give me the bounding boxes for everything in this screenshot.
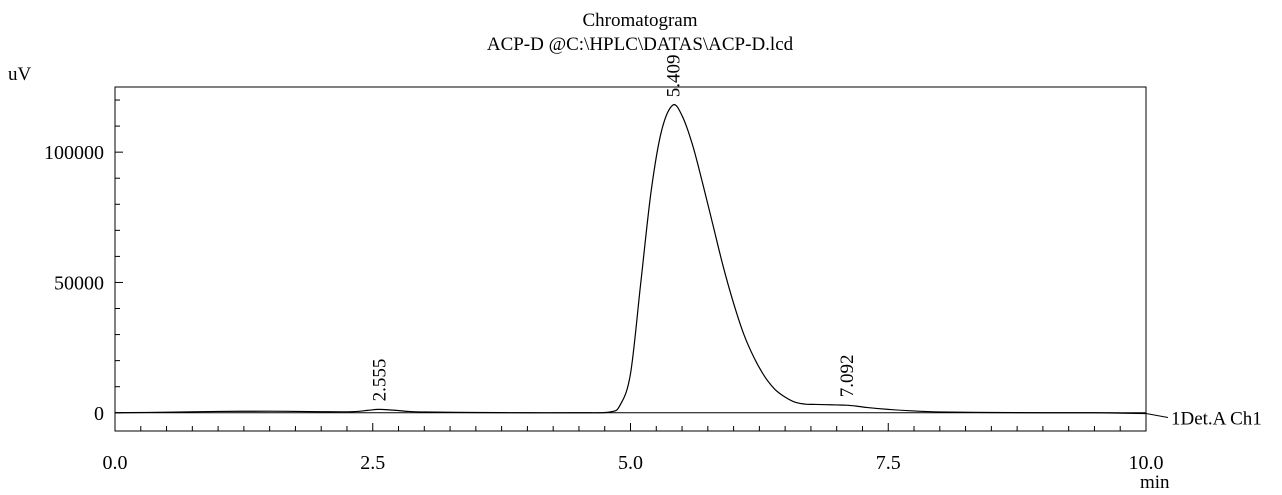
peak-labels: 2.555 5.409 7.092	[369, 54, 858, 401]
x-tick-label: 2.5	[360, 452, 385, 474]
x-tick-label: 10.0	[1129, 452, 1164, 474]
axis-ticks	[114, 99, 1147, 431]
y-tick-label: 50000	[54, 272, 104, 294]
x-axis-label: min	[1140, 472, 1170, 493]
peak-label: 5.409	[664, 54, 685, 97]
y-tick-label: 100000	[44, 142, 104, 164]
chart-subtitle: ACP-D @C:\HPLC\DATAS\ACP-D.lcd	[487, 34, 794, 55]
series-label: 1Det.A Ch1	[1171, 409, 1262, 430]
chart-title: Chromatogram	[582, 10, 697, 31]
x-tick-label: 7.5	[876, 452, 901, 474]
y-tick-label: 0	[94, 403, 104, 425]
series-trace-1det-a-ch1	[114, 104, 1147, 415]
peak-label: 2.555	[369, 359, 390, 402]
peak-label: 7.092	[837, 354, 858, 397]
x-tick-label: 0.0	[103, 452, 128, 474]
y-axis-label: uV	[8, 64, 32, 85]
axis-tick-labels: 0.0 2.5 5.0 7.5 10.0 0 50000 100000	[44, 142, 1164, 474]
series-label-leader	[1145, 413, 1169, 419]
plot-area-frame	[114, 86, 1147, 432]
x-tick-label: 5.0	[618, 452, 643, 474]
